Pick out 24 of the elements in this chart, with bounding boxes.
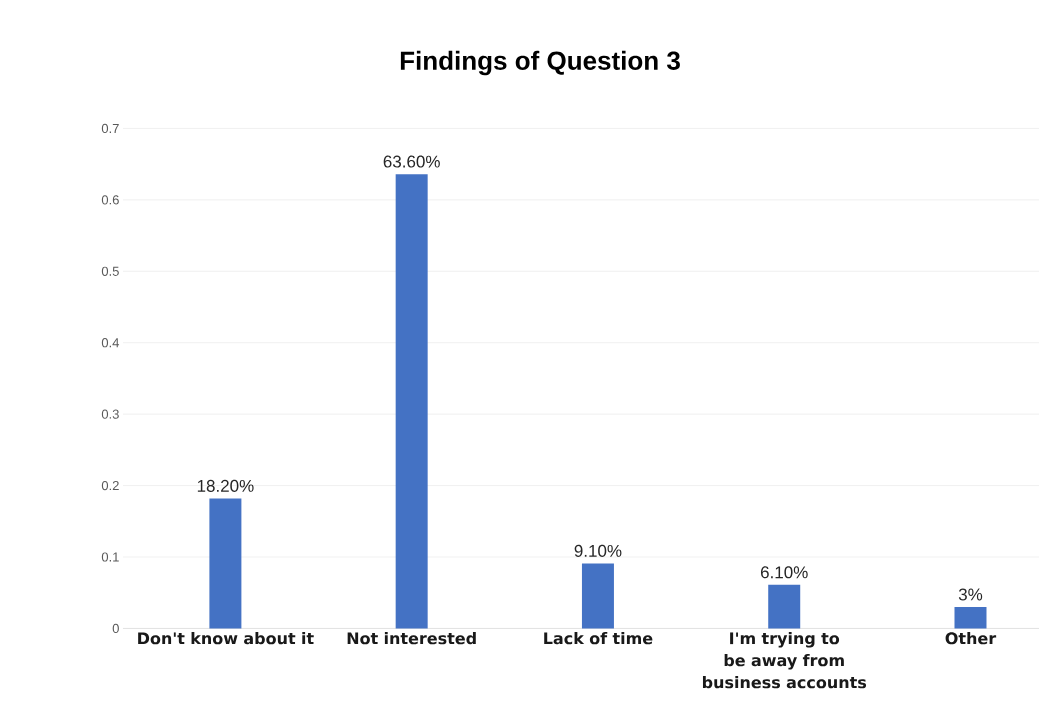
- y-tick-label: 0.1: [101, 552, 119, 562]
- data-label: 63.60%: [383, 155, 440, 168]
- y-tick-label: 0.5: [101, 266, 119, 276]
- x-tick-label: Don't know about it: [138, 631, 314, 645]
- data-label: 18.20%: [197, 479, 254, 492]
- y-tick-label: 0: [112, 623, 119, 634]
- data-label: 6.10%: [760, 566, 808, 579]
- chart-title: Findings of Question 3: [400, 50, 680, 76]
- x-tick-label: Lack of time: [544, 631, 653, 645]
- y-tick-label: 0.3: [101, 409, 119, 419]
- bar: [954, 607, 987, 629]
- y-tick-label: 0.6: [101, 195, 119, 205]
- bar: [768, 584, 801, 629]
- y-tick-label: 0.4: [101, 338, 120, 348]
- y-tick-label: 0.2: [101, 480, 119, 491]
- x-tick-label: Other: [945, 631, 997, 645]
- data-label: 3%: [958, 588, 983, 601]
- bar: [395, 174, 428, 629]
- bar: [581, 563, 614, 629]
- bar: [209, 498, 242, 629]
- data-label: 9.10%: [574, 544, 622, 557]
- y-tick-label: 0.7: [101, 123, 119, 134]
- x-tick-label: Not interested: [347, 631, 476, 645]
- x-tick-label: I'm trying to be away from business accounts: [702, 631, 867, 689]
